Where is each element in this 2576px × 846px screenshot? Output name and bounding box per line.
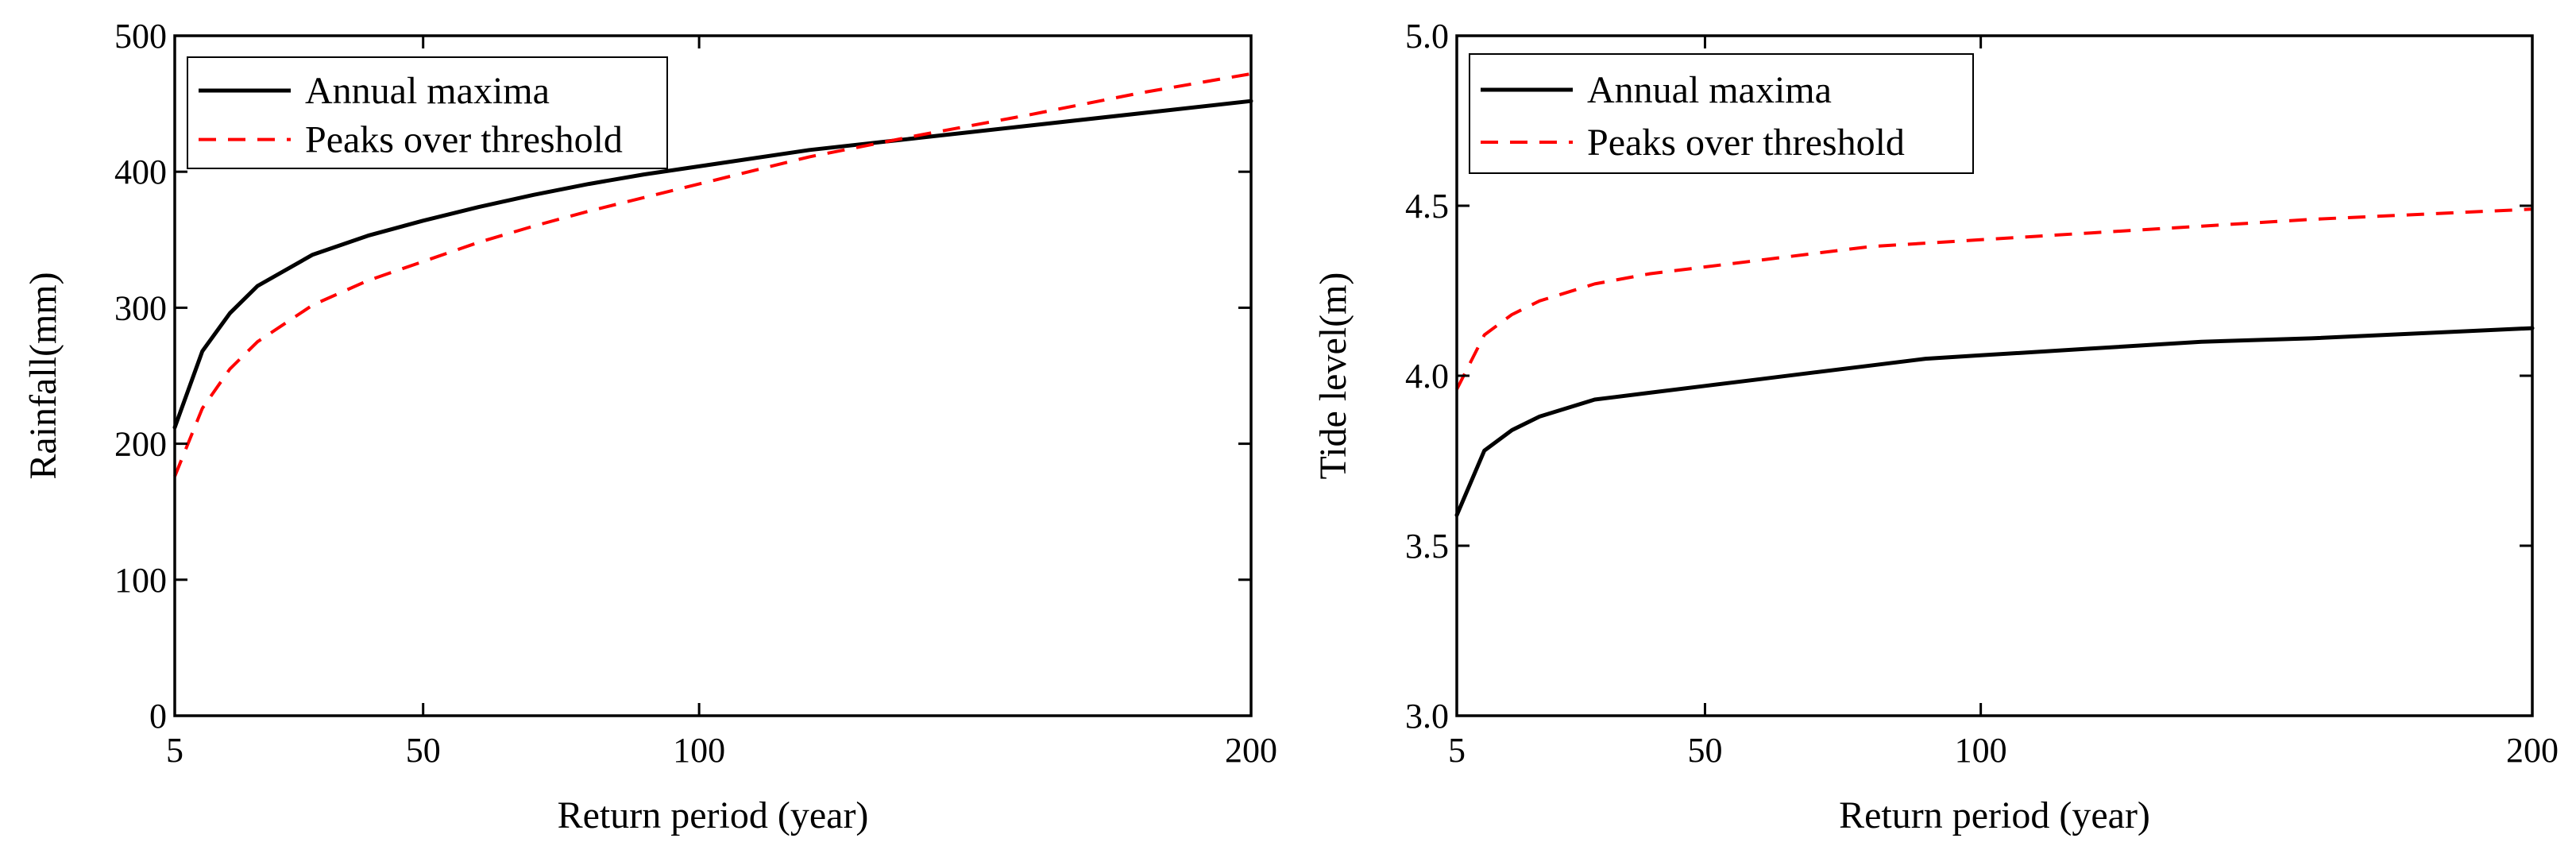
chart-panel-1: 0 100 200 300 400 500 5 50 100 200 Return period (… bbox=[22, 17, 1277, 836]
y-tick-label: 3.0 bbox=[1405, 697, 1449, 736]
x-tick-label: 100 bbox=[1955, 731, 2007, 770]
series-line-annual-maxima bbox=[1454, 326, 2535, 517]
legend-label-peaks-over-threshold: Peaks over threshold bbox=[305, 119, 623, 161]
x-tick-label: 100 bbox=[673, 731, 725, 770]
x-axis-title: Return period (year) bbox=[1839, 794, 2150, 836]
x-tick-label: 50 bbox=[406, 731, 441, 770]
y-tick-label: 4.0 bbox=[1405, 357, 1449, 396]
y-tick-label: 400 bbox=[114, 153, 167, 191]
legend-label-annual-maxima: Annual maxima bbox=[1587, 69, 1832, 111]
x-tick-label: 200 bbox=[1225, 731, 1277, 770]
legend-label-peaks-over-threshold: Peaks over threshold bbox=[1587, 122, 1905, 164]
x-tick-label: 50 bbox=[1687, 731, 1722, 770]
legend-label-annual-maxima: Annual maxima bbox=[305, 70, 550, 112]
x-axis-title: Return period (year) bbox=[558, 794, 869, 836]
legend-box bbox=[1469, 53, 1974, 174]
legend-box bbox=[187, 56, 668, 169]
plot-frame bbox=[173, 34, 1253, 717]
series-line-annual-maxima bbox=[172, 99, 1253, 430]
series-line-peaks-over-threshold bbox=[173, 71, 1252, 477]
y-tick-label: 100 bbox=[114, 561, 167, 600]
y-tick-label: 500 bbox=[114, 17, 167, 56]
y-axis-title: Rainfall(mm) bbox=[22, 272, 64, 479]
legend: Annual maxima Peaks over threshold bbox=[1469, 53, 1974, 174]
x-tick-label: 5 bbox=[1448, 731, 1466, 770]
y-tick-label: 0 bbox=[149, 697, 167, 736]
y-axis-title: Tide level(m) bbox=[1312, 272, 1354, 480]
series-line-peaks-over-threshold bbox=[1455, 207, 2533, 391]
legend: Annual maxima Peaks over threshold bbox=[187, 56, 668, 169]
y-tick-label: 5.0 bbox=[1405, 17, 1449, 56]
chart-panel-2: 3.0 3.5 4.0 4.5 5.0 5 50 100 200 Return period (y… bbox=[1312, 17, 2559, 836]
y-tick-label: 200 bbox=[114, 425, 167, 464]
y-tick-label: 4.5 bbox=[1405, 187, 1449, 226]
x-tick-label: 5 bbox=[166, 731, 183, 770]
y-tick-label: 3.5 bbox=[1405, 527, 1449, 566]
x-tick-label: 200 bbox=[2506, 731, 2559, 770]
y-tick-label: 300 bbox=[114, 288, 167, 327]
